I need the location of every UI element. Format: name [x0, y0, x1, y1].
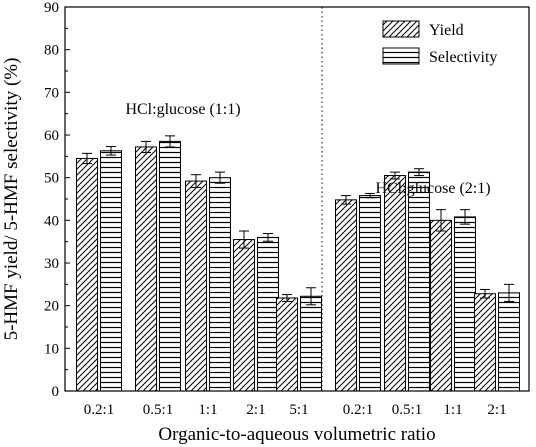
x-axis: 0.2:1 0.5:1 1:1 2:1 5:1 0.2:1 0.5:1 1:1 2:1: [84, 402, 507, 418]
x-axis-label: Organic-to-aqueous volumetric ratio: [158, 424, 435, 445]
bar-selectivity-1-0.5:1: [159, 140, 181, 392]
bar-yield-2-0.2:1: [335, 199, 357, 392]
y-tick-label: 10: [44, 341, 59, 357]
bar-yield-1-5:1: [276, 297, 298, 392]
x-tick-label: 0.2:1: [84, 402, 114, 418]
x-tick-label: 0.5:1: [143, 402, 173, 418]
bar-yield-2-0.5:1: [384, 175, 406, 392]
x-tick-label: 2:1: [487, 402, 506, 418]
y-tick-label: 50: [44, 171, 59, 187]
y-tick-label: 0: [52, 384, 60, 400]
legend-label-yield: Yield: [429, 22, 464, 39]
x-tick-label: 1:1: [443, 402, 462, 418]
y-tick-label: 60: [44, 128, 59, 144]
group-label-2: HCl:glucose (2:1): [375, 180, 490, 197]
x-tick-label: 0.5:1: [392, 402, 422, 418]
x-tick-label: 2:1: [246, 402, 265, 418]
y-tick-label: 20: [44, 299, 59, 315]
y-tick-label: 80: [44, 43, 59, 59]
group-label-1: HCl:glucose (1:1): [125, 101, 240, 118]
y-tick-label: 30: [44, 256, 59, 272]
y-axis: 0 10 20 30 40 50 60 70 80 90: [44, 0, 70, 400]
bar-selectivity-1-0.2:1: [100, 150, 122, 392]
bar-yield-1-1:1: [185, 180, 207, 392]
y-tick-label: 40: [44, 213, 59, 229]
bar-selectivity-1-2:1: [257, 236, 279, 392]
y-tick-label: 90: [44, 0, 59, 16]
x-tick-label: 0.2:1: [343, 402, 373, 418]
legend-swatch-yield: [382, 20, 420, 38]
bar-yield-1-0.5:1: [135, 146, 157, 392]
legend-label-selectivity: Selectivity: [429, 49, 497, 66]
bar-selectivity-2-0.2:1: [359, 195, 381, 392]
y-axis-label: 5-HMF yield/ 5-HMF selectivity (%): [1, 58, 22, 341]
bar-selectivity-1-5:1: [300, 295, 322, 392]
bar-yield-1-2:1: [233, 239, 255, 392]
x-tick-label: 5:1: [289, 402, 308, 418]
x-tick-label: 1:1: [198, 402, 217, 418]
bar-yield-1-0.2:1: [76, 157, 98, 392]
bar-selectivity-2-2:1: [498, 292, 520, 392]
bars-layer: [76, 140, 520, 392]
errorbars-layer: [82, 135, 514, 306]
bar-yield-2-1:1: [430, 219, 452, 392]
legend-swatch-selectivity: [382, 47, 420, 65]
bar-selectivity-2-1:1: [454, 216, 476, 392]
y-tick-label: 70: [44, 85, 59, 101]
bar-yield-2-2:1: [474, 293, 496, 392]
legend: Yield Selectivity: [382, 20, 497, 66]
bar-selectivity-1-1:1: [209, 177, 231, 392]
bar-selectivity-2-0.5:1: [408, 171, 430, 392]
